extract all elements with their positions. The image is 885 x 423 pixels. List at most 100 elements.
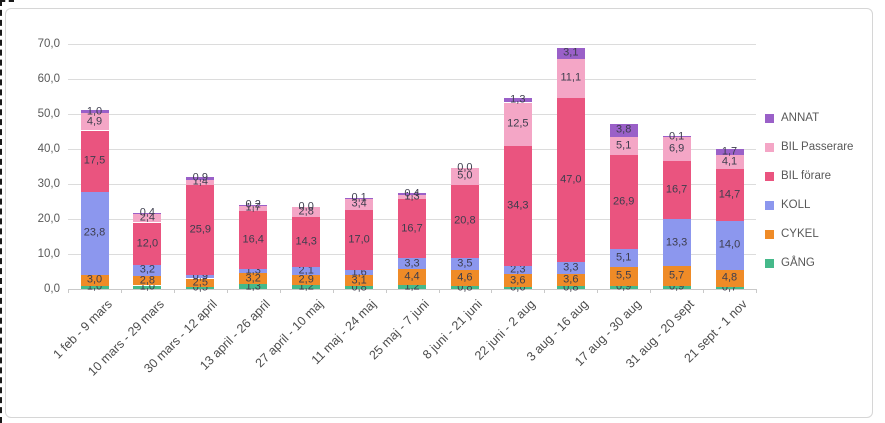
bar-segment[interactable]: 4,1 xyxy=(715,154,744,170)
bar-segment[interactable]: 2,8 xyxy=(292,206,321,217)
bar-segment-label: 0,8 xyxy=(563,281,579,294)
x-axis-line xyxy=(68,289,756,290)
bar-segment-label: 47,0 xyxy=(560,173,582,186)
bar-segment[interactable]: 3,3 xyxy=(398,258,426,270)
bar-segment[interactable]: 0,9 xyxy=(186,172,215,183)
bar-segment[interactable]: 17,5 xyxy=(80,130,109,192)
bar-segment[interactable]: 25,9 xyxy=(186,184,215,276)
bar-segment[interactable]: 5,5 xyxy=(609,266,638,286)
bar-segment[interactable]: 1,7 xyxy=(239,202,268,213)
legend-item[interactable]: ANNAT xyxy=(765,112,819,124)
bar-segment[interactable]: 1,3 xyxy=(239,265,268,276)
bar-segment[interactable]: 2,9 xyxy=(292,274,321,285)
bar-segment[interactable]: 12,5 xyxy=(503,102,532,147)
bar-segment[interactable]: 11,1 xyxy=(556,58,585,98)
legend-item[interactable]: BIL Passerare xyxy=(765,141,853,153)
bar-segment-label: 0,9 xyxy=(192,171,208,184)
bar-segment[interactable]: 0,8 xyxy=(345,282,374,293)
bar-segment[interactable]: 3,1 xyxy=(345,275,374,287)
bar-segment[interactable]: 1,0 xyxy=(133,281,162,292)
bar-segment[interactable]: 34,3 xyxy=(503,146,532,267)
bar-segment[interactable]: 12,0 xyxy=(133,222,162,265)
bar-segment[interactable]: 4,6 xyxy=(450,270,479,287)
bar-segment[interactable]: 0,9 xyxy=(186,271,215,282)
bar-segment[interactable]: 14,3 xyxy=(292,217,321,268)
bar-segment[interactable]: 1,0 xyxy=(80,281,109,292)
bar-segment[interactable]: 3,6 xyxy=(503,274,532,287)
bar-segment[interactable]: 3,2 xyxy=(133,263,162,276)
bar-segment[interactable]: 2,4 xyxy=(133,212,162,223)
bar-segment[interactable]: 26,9 xyxy=(609,154,638,249)
bar-segment[interactable]: 1,6 xyxy=(345,267,374,278)
legend-item[interactable]: GÅNG xyxy=(765,257,815,269)
bar-segment[interactable]: 0,8 xyxy=(556,282,585,293)
bar-segment[interactable]: 16,7 xyxy=(398,199,426,258)
bar-segment[interactable]: 4,4 xyxy=(398,269,426,285)
bar-segment[interactable]: 16,7 xyxy=(662,160,691,220)
bar-segment[interactable]: 6,9 xyxy=(662,136,691,161)
bar-segment[interactable]: 16,4 xyxy=(239,211,268,269)
bar-segment[interactable]: 3,4 xyxy=(345,197,374,211)
bar-segment-label: 2,5 xyxy=(192,276,208,289)
bar-segment-label: 0,9 xyxy=(616,280,632,293)
bar-segment-label: 1,4 xyxy=(192,175,208,188)
bar-segment[interactable]: 23,8 xyxy=(80,191,109,275)
bar-segment[interactable]: 2,1 xyxy=(292,265,321,276)
bar-segment[interactable]: 1,3 xyxy=(398,191,426,202)
bar-segment-label: 1,0 xyxy=(86,105,103,118)
bar-segment[interactable]: 0,2 xyxy=(239,199,268,210)
bar-segment[interactable]: 3,3 xyxy=(556,262,585,274)
bar-segment-label: 0,4 xyxy=(404,187,420,200)
bar-segment-label: 1,3 xyxy=(245,280,261,293)
bar-segment[interactable]: 3,5 xyxy=(450,257,479,271)
legend-item[interactable]: CYKEL xyxy=(765,228,819,240)
bar-segment-label: 26,9 xyxy=(612,195,635,208)
bar-segment[interactable]: 1,4 xyxy=(186,175,215,188)
bar-segment[interactable]: 17,0 xyxy=(345,210,374,270)
bar-segment[interactable]: 0,9 xyxy=(609,281,638,292)
legend-item[interactable]: BIL förare xyxy=(765,170,831,182)
bar-segment[interactable]: 5,7 xyxy=(662,265,691,286)
gridline xyxy=(68,184,756,185)
bar-segment[interactable]: 5,1 xyxy=(609,248,638,267)
bar-segment[interactable]: 4,9 xyxy=(80,113,109,131)
bar-segment[interactable]: 13,3 xyxy=(662,219,691,266)
bar-segment[interactable]: 47,0 xyxy=(556,97,585,262)
bar-segment[interactable]: 2,8 xyxy=(133,275,162,286)
bar-segment[interactable]: 1,0 xyxy=(80,106,109,117)
bar-segment[interactable]: 0,5 xyxy=(186,282,215,293)
x-axis-tick xyxy=(385,289,387,293)
legend-item[interactable]: KOLL xyxy=(765,199,810,211)
bar-segment[interactable]: 3,1 xyxy=(556,47,585,59)
bar-segment-label: 16,7 xyxy=(665,183,688,196)
bar-segment[interactable]: 5,1 xyxy=(609,136,638,155)
bar-segment[interactable]: 3,2 xyxy=(239,273,268,285)
bar-segment-label: 0,0 xyxy=(457,161,473,173)
bar-segment[interactable]: 1,3 xyxy=(503,94,532,105)
bar-segment[interactable]: 0,9 xyxy=(662,281,691,292)
bar-segment[interactable]: 2,3 xyxy=(503,264,532,275)
bar-segment[interactable]: 0,4 xyxy=(133,207,162,218)
bar-segment[interactable]: 1,7 xyxy=(715,146,744,157)
bar-segment[interactable]: 1,3 xyxy=(239,280,268,293)
bar-segment[interactable]: 0,8 xyxy=(450,282,479,293)
bar-segment[interactable]: 14,7 xyxy=(715,169,744,221)
bar-segment[interactable]: 4,8 xyxy=(715,269,744,287)
legend-swatch xyxy=(765,113,774,123)
bar-segment[interactable]: 3,0 xyxy=(80,274,109,286)
bar-segment-label: 3,2 xyxy=(139,263,156,276)
bar-segment[interactable]: 0,6 xyxy=(503,282,532,293)
bar-segment[interactable]: 1,2 xyxy=(398,281,426,292)
bar-segment[interactable]: 14,0 xyxy=(715,220,744,270)
bar-segment[interactable]: 0,7 xyxy=(715,282,744,293)
bar-segment[interactable]: 5,0 xyxy=(450,167,479,185)
bar-segment[interactable]: 3,6 xyxy=(556,273,585,287)
bar-segment-label: 14,7 xyxy=(718,188,741,201)
bar-segment[interactable]: 1,2 xyxy=(292,281,321,292)
bar-segment[interactable]: 3,8 xyxy=(609,123,638,137)
bar-segment-label: 3,4 xyxy=(351,197,367,210)
bar-segment[interactable]: 2,5 xyxy=(186,276,215,289)
bar-segment[interactable]: 20,8 xyxy=(450,185,479,258)
y-tick-label: 10,0 xyxy=(37,248,60,260)
bar-segment[interactable]: 0,4 xyxy=(398,188,426,199)
